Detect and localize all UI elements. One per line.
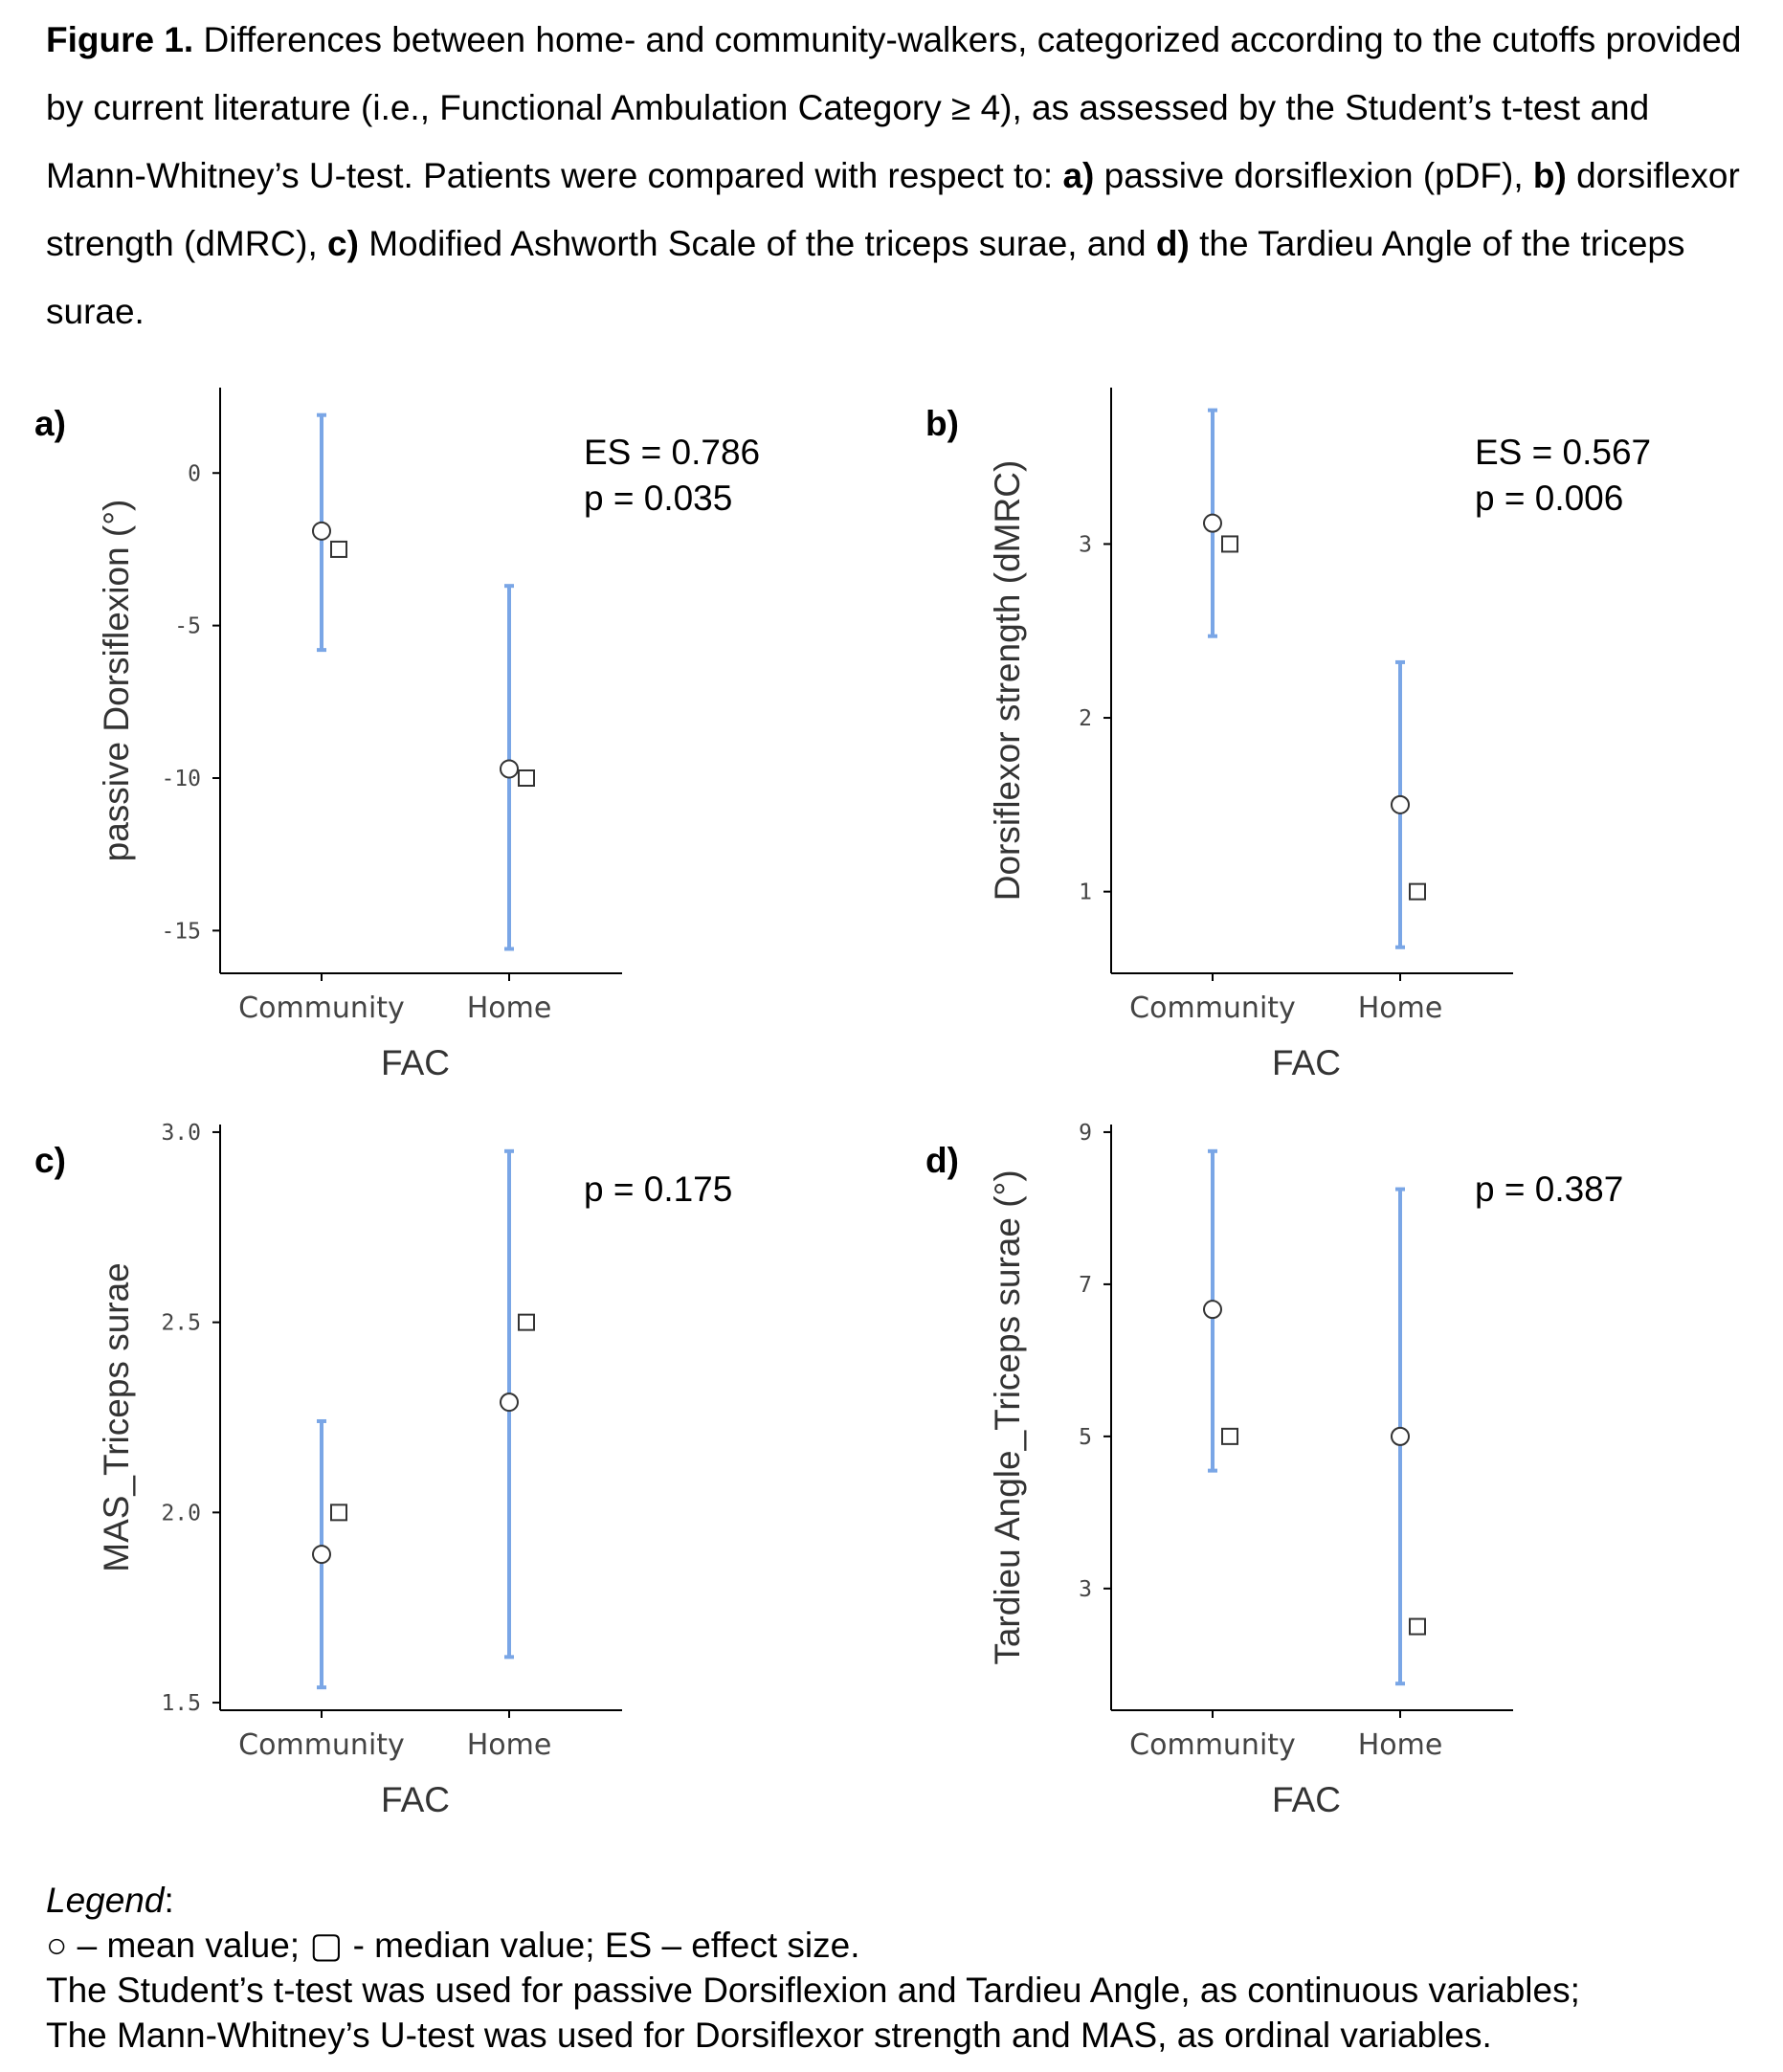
- panel-label: a): [34, 404, 66, 443]
- chart-svg: b) 1 2 3 Community Home FAC Dorsiflexor strengt…: [925, 388, 1651, 1082]
- caption-text-4: Modified Ashworth Scale of the triceps s…: [358, 224, 1156, 263]
- x-tick-label: Community: [1129, 991, 1296, 1025]
- y-tick-label: 2.0: [161, 1501, 201, 1526]
- median-marker: [1409, 1617, 1426, 1636]
- stat-annotation: p = 0.175: [584, 1170, 732, 1209]
- median-marker: [330, 540, 347, 558]
- y-tick-label: 9: [1079, 1121, 1092, 1146]
- x-axis-title: FAC: [381, 1780, 450, 1819]
- y-tick-label: 3: [1079, 532, 1092, 557]
- y-axis-title: Dorsiflexor strength (dMRC): [988, 460, 1027, 902]
- median-marker: [1221, 1427, 1238, 1445]
- median-marker: [518, 1313, 535, 1331]
- x-tick-label: Home: [1358, 1728, 1443, 1762]
- x-tick-label: Home: [467, 1728, 552, 1762]
- y-tick-label: 3.0: [161, 1121, 201, 1146]
- caption-text-5: the Tardieu Angle of the triceps surae.: [46, 224, 1685, 331]
- mean-marker: [1203, 513, 1222, 533]
- legend-title: Legend: [46, 1881, 165, 1920]
- median-marker: [330, 1504, 347, 1522]
- median-marker: [1409, 882, 1426, 901]
- y-tick-label: 3: [1079, 1577, 1092, 1602]
- median-marker: [1221, 535, 1238, 553]
- mean-marker: [1391, 794, 1410, 814]
- median-marker: [518, 769, 535, 787]
- x-tick-label: Community: [238, 1728, 405, 1762]
- y-tick-label: -15: [161, 919, 201, 944]
- mean-marker: [312, 1545, 331, 1565]
- mean-marker: [500, 759, 519, 779]
- y-tick-label: 1: [1079, 880, 1092, 905]
- stat-annotation: p = 0.387: [1475, 1170, 1623, 1209]
- caption-lead: Figure 1.: [46, 20, 194, 59]
- y-axis-title: Tardieu Angle_Triceps surae (°): [988, 1170, 1027, 1664]
- x-tick-label: Community: [1129, 1728, 1296, 1762]
- mean-marker: [1391, 1426, 1410, 1446]
- caption-label-d: d): [1155, 224, 1190, 263]
- y-axis-title: MAS_Triceps surae: [97, 1262, 136, 1572]
- y-tick-label: 2.5: [161, 1311, 201, 1336]
- panel-d: d) 3 5 7 9 Community Home FAC Tardieu Angle_Tric…: [891, 1105, 1782, 1842]
- y-tick-label: 1.5: [161, 1691, 201, 1716]
- y-tick-label: -5: [174, 614, 201, 639]
- panel-c: c) 1.5 2.0 2.5 3.0 Community Home FAC MAS_Tricep…: [0, 1105, 891, 1842]
- legend-symbols: ○ – mean value; ▢ - median value; ES – e…: [46, 1926, 860, 1965]
- panel-b: b) 1 2 3 Community Home FAC Dorsiflexor strengt…: [891, 368, 1782, 1105]
- y-tick-label: -10: [161, 767, 201, 791]
- panel-label: c): [34, 1141, 66, 1180]
- stat-annotation: ES = 0.567: [1475, 433, 1651, 472]
- legend-title-line: Legend:: [46, 1878, 1759, 1923]
- figure-legend: Legend: ○ – mean value; ▢ - median value…: [46, 1878, 1759, 2058]
- y-tick-label: 7: [1079, 1273, 1092, 1298]
- x-tick-label: Home: [1358, 991, 1443, 1025]
- caption-text-3: dorsiflexor strength (dMRC),: [46, 156, 1740, 263]
- y-axis-title: passive Dorsiflexion (°): [97, 500, 136, 862]
- legend-title-suffix: :: [164, 1881, 174, 1920]
- caption-label-b: b): [1532, 156, 1567, 195]
- mean-marker: [500, 1392, 519, 1413]
- caption-label-a: a): [1062, 156, 1095, 195]
- chart-svg: a) 0 -5 -10 -15 Community Home FAC passive Dorsi…: [34, 388, 760, 1082]
- legend-ttest-note: The Student’s t-test was used for passiv…: [46, 1971, 1580, 2010]
- caption-label-c: c): [327, 224, 359, 263]
- stat-annotation: ES = 0.786: [584, 433, 760, 472]
- y-tick-label: 2: [1079, 706, 1092, 731]
- panel-a: a) 0 -5 -10 -15 Community Home FAC passive Dorsi…: [0, 368, 891, 1105]
- caption-text-1: Differences between home- and community-…: [46, 20, 1742, 195]
- stat-annotation: p = 0.035: [584, 479, 732, 518]
- stat-annotation: p = 0.006: [1475, 479, 1623, 518]
- x-axis-title: FAC: [381, 1043, 450, 1082]
- panel-label: d): [925, 1141, 959, 1180]
- panel-label: b): [925, 404, 959, 443]
- mean-marker: [312, 521, 331, 541]
- chart-svg: d) 3 5 7 9 Community Home FAC Tardieu Angle_Tric…: [925, 1121, 1623, 1819]
- x-axis-title: FAC: [1272, 1780, 1341, 1819]
- x-axis-title: FAC: [1272, 1043, 1341, 1082]
- legend-mannwhitney-note: The Mann-Whitney’s U-test was used for D…: [46, 2016, 1492, 2055]
- figure-caption: Figure 1. Differences between home- and …: [46, 6, 1759, 345]
- x-tick-label: Home: [467, 991, 552, 1025]
- y-tick-label: 0: [188, 461, 201, 486]
- mean-marker: [1203, 1300, 1222, 1320]
- y-tick-label: 5: [1079, 1425, 1092, 1450]
- x-tick-label: Community: [238, 991, 405, 1025]
- caption-text-2: passive dorsiflexion (pDF),: [1094, 156, 1533, 195]
- chart-svg: c) 1.5 2.0 2.5 3.0 Community Home FAC MAS_Tricep…: [34, 1121, 732, 1819]
